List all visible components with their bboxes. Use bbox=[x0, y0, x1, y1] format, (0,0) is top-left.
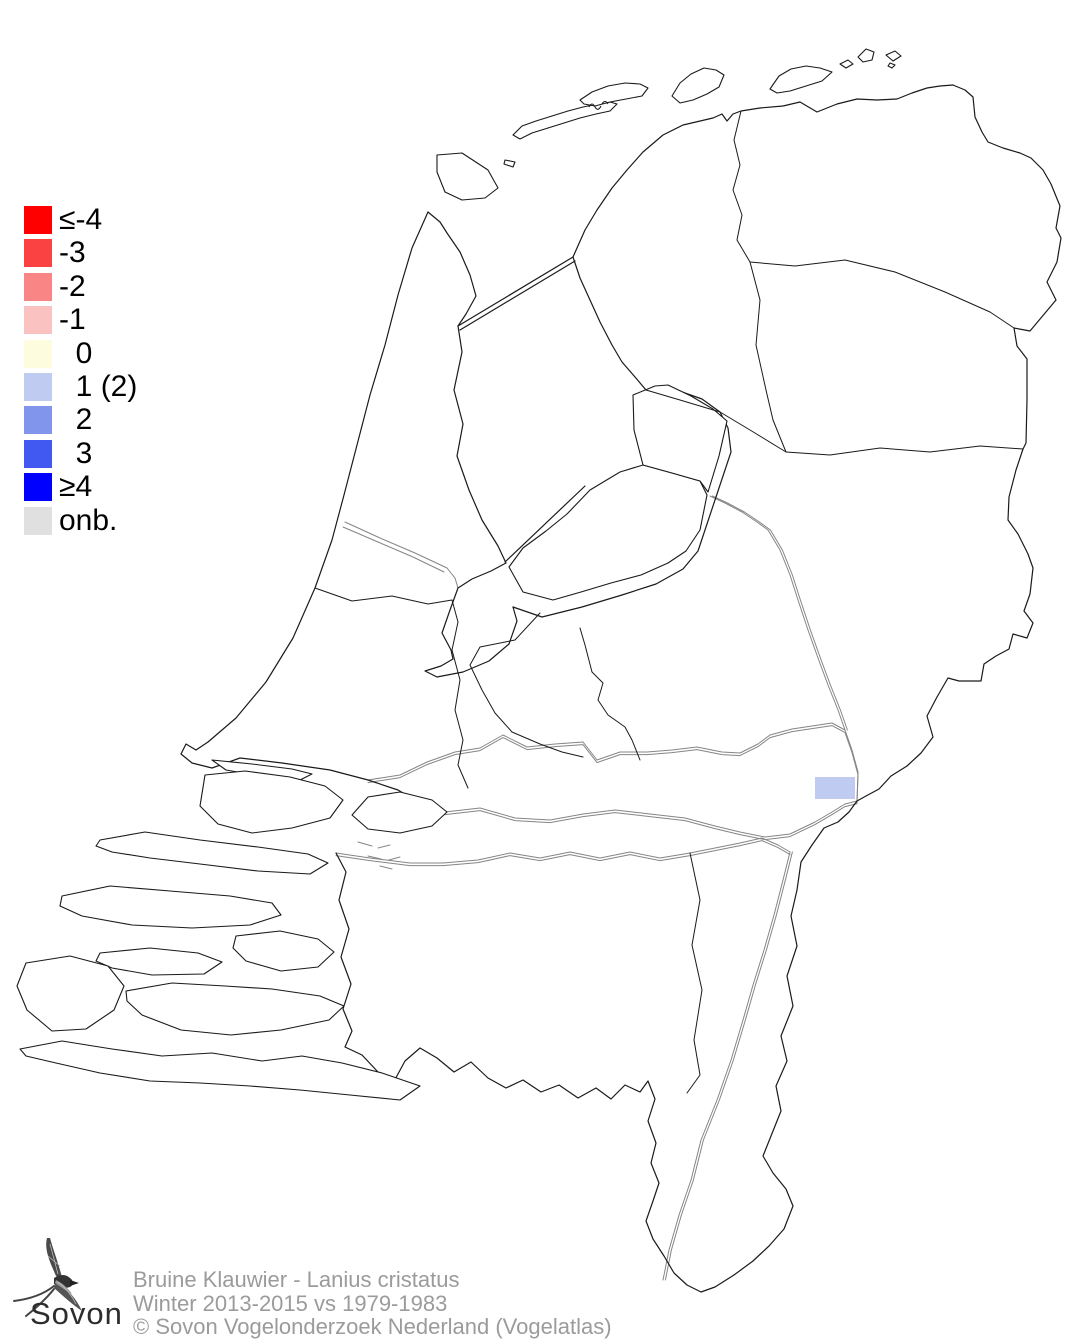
walcheren bbox=[16, 955, 125, 1032]
legend-label: onb. bbox=[59, 503, 118, 537]
legend-swatch bbox=[24, 506, 52, 535]
houtribdijk bbox=[504, 485, 586, 563]
legend-label: -2 bbox=[59, 269, 86, 303]
noord-holland bbox=[424, 211, 518, 678]
province-borders bbox=[314, 110, 1024, 1094]
legend-label: 1 (2) bbox=[59, 369, 138, 403]
schouwen-duiveland bbox=[59, 885, 282, 929]
limburg-belgium-border bbox=[335, 800, 858, 1293]
goeree-overflakkee bbox=[95, 831, 329, 875]
flevopolder bbox=[508, 464, 708, 601]
tholen bbox=[232, 930, 335, 972]
friesland-groningen-coast bbox=[572, 84, 954, 258]
legend-label: 0 bbox=[59, 336, 93, 370]
zuid-beveland bbox=[125, 982, 345, 1036]
legend-swatch bbox=[24, 439, 52, 468]
legend-label: ≤-4 bbox=[59, 203, 103, 236]
biesbosch-creeks bbox=[357, 841, 401, 870]
species-title: Bruine Klauwier - Lanius cristatus bbox=[133, 1267, 460, 1292]
legend-item: 2 bbox=[24, 403, 137, 437]
texel-islet bbox=[503, 159, 516, 168]
legend-label: ≥4 bbox=[59, 470, 93, 504]
ameland bbox=[671, 67, 725, 104]
legend-item: 3 bbox=[24, 436, 137, 470]
map-caption: Bruine Klauwier - Lanius cristatus Winte… bbox=[133, 1268, 612, 1339]
noordoostpolder bbox=[632, 384, 728, 493]
legend-item: -1 bbox=[24, 303, 137, 337]
legend-label: -1 bbox=[59, 303, 86, 337]
legend-swatch bbox=[24, 206, 52, 234]
legend-swatch bbox=[24, 272, 52, 301]
legend-swatch bbox=[24, 406, 52, 435]
nieuwe-waterweg bbox=[180, 743, 416, 801]
afsluitdijk bbox=[457, 256, 576, 331]
rivers-and-canals bbox=[335, 495, 859, 1281]
rottum-islets bbox=[839, 48, 902, 69]
vlieland bbox=[512, 101, 618, 140]
legend-item: ≤-4 bbox=[24, 203, 137, 236]
wadden-islands bbox=[436, 48, 902, 201]
legend-item: 0 bbox=[24, 336, 137, 370]
hoeksche-waard bbox=[351, 791, 448, 834]
texel bbox=[436, 152, 499, 201]
legend-label: 2 bbox=[59, 403, 93, 437]
legend-item: -3 bbox=[24, 236, 137, 270]
legend-swatch bbox=[24, 473, 52, 502]
map-legend: ≤-4 -3 -2 -1 0 1 (2) 2 3 ≥4 onb. bbox=[24, 203, 138, 540]
rozenburg bbox=[211, 759, 313, 781]
sovon-logo: Sovon bbox=[8, 1236, 138, 1336]
groningen-east-border bbox=[952, 84, 1062, 450]
zeeuws-vlaanderen bbox=[19, 1040, 421, 1101]
zeeland-islands bbox=[16, 759, 448, 1101]
schiermonnikoog bbox=[769, 65, 833, 94]
country-outline bbox=[180, 84, 1062, 1293]
legend-item: -2 bbox=[24, 269, 137, 303]
west-coast bbox=[195, 211, 429, 751]
swallow-icon bbox=[13, 1238, 82, 1317]
noordsvaarder-creeks bbox=[588, 100, 609, 110]
terschelling bbox=[579, 82, 649, 107]
noord-beveland bbox=[95, 947, 223, 976]
copyright-line: © Sovon Vogelonderzoek Nederland (Vogela… bbox=[133, 1314, 612, 1339]
highlighted-cell bbox=[815, 777, 855, 799]
legend-swatch bbox=[24, 306, 52, 335]
sovon-wordmark: Sovon bbox=[30, 1296, 123, 1331]
flevoland-polders bbox=[508, 384, 728, 601]
legend-swatch bbox=[24, 239, 52, 268]
legend-swatch bbox=[24, 372, 52, 401]
legend-swatch bbox=[24, 339, 52, 368]
legend-item: ≥4 bbox=[24, 470, 137, 504]
legend-item: 1 (2) bbox=[24, 369, 138, 403]
legend-label: -3 bbox=[59, 236, 86, 270]
period-subtitle: Winter 2013-2015 vs 1979-1983 bbox=[133, 1290, 448, 1316]
legend-item: onb. bbox=[24, 503, 137, 537]
legend-label: 3 bbox=[59, 436, 93, 470]
voorne-putten bbox=[199, 770, 344, 834]
east-border bbox=[856, 448, 1034, 802]
